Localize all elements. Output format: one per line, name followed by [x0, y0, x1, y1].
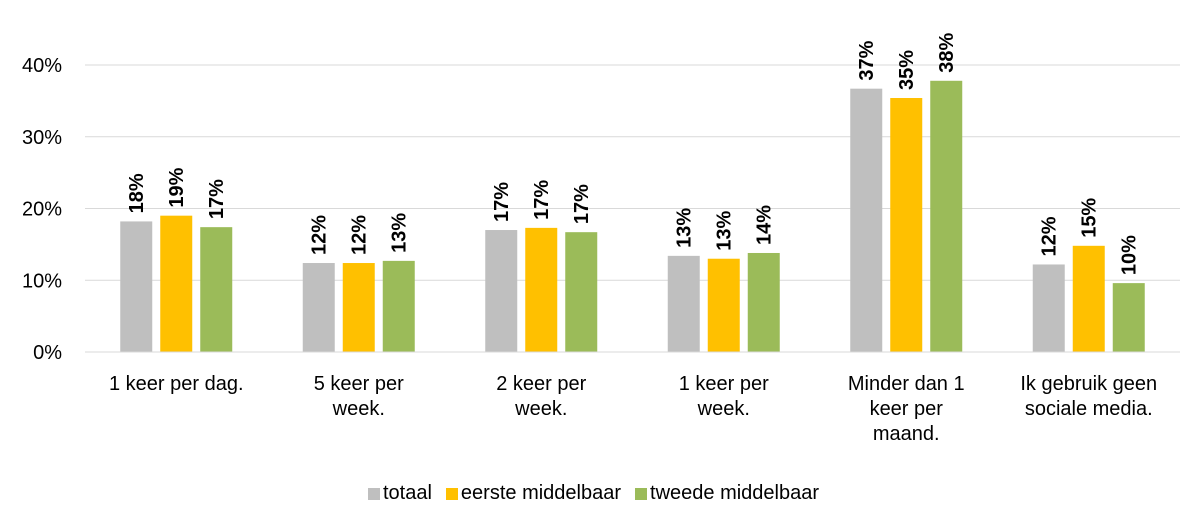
data-label: 17% [491, 182, 513, 222]
y-tick-label: 30% [22, 127, 62, 149]
x-tick-label: 1 keer per week. [678, 373, 769, 420]
legend-label: tweede middelbaar [650, 482, 820, 504]
bar [302, 263, 335, 352]
bar [200, 227, 233, 352]
plot: 0% 10% 20% 30% 40% 18% 19% 17% 12% 12% 13% 17% 17% 17… [22, 33, 1180, 364]
data-label: 35% [896, 50, 918, 90]
data-label: 13% [674, 208, 696, 248]
x-tick-label: Minder dan 1 keer per maand. [847, 373, 965, 445]
bar [382, 260, 415, 352]
bar [1072, 245, 1105, 352]
data-label: 13% [389, 213, 411, 253]
bar [707, 258, 740, 352]
bar [930, 80, 963, 352]
bar [525, 227, 558, 352]
bar [850, 88, 883, 353]
x-tick-label: 5 keer per week. [313, 373, 404, 420]
x-tick-label: 1 keer per dag. [108, 373, 244, 395]
bar [667, 255, 700, 352]
data-label: 38% [936, 33, 958, 73]
data-label: 17% [206, 179, 228, 219]
legend-item: tweede middelbaar [635, 482, 819, 505]
data-label: 13% [714, 210, 736, 250]
y-tick-label: 40% [22, 55, 62, 77]
legend-swatch [635, 487, 648, 500]
y-tick-label: 10% [22, 270, 62, 292]
data-label: 12% [349, 215, 371, 255]
bar [342, 263, 375, 352]
x-tick-label: 2 keer per week. [496, 373, 587, 420]
legend-label: eerste middelbaar [460, 482, 622, 504]
data-label: 10% [1119, 235, 1141, 275]
data-label: 14% [754, 205, 776, 245]
data-label: 12% [1039, 216, 1061, 256]
legend-swatch [445, 487, 458, 500]
data-label: 12% [309, 215, 331, 255]
bar [1032, 264, 1065, 352]
data-label: 19% [166, 167, 188, 207]
bar [565, 232, 598, 352]
data-label: 15% [1079, 198, 1101, 238]
bar [747, 252, 780, 352]
legend-swatch [367, 487, 380, 500]
y-tick-label: 0% [33, 342, 62, 364]
data-label: 17% [571, 184, 593, 224]
data-label: 17% [531, 180, 553, 220]
y-tick-label: 20% [22, 199, 62, 221]
data-label: 37% [856, 40, 878, 80]
bar [120, 221, 153, 352]
legend-label: totaal [382, 482, 432, 504]
data-label: 18% [126, 173, 148, 213]
bar [1112, 283, 1145, 352]
x-tick-label: Ik gebruik geen sociale media. [1020, 373, 1158, 420]
legend-item: totaal [367, 482, 432, 505]
bar [160, 215, 193, 352]
legend-item: eerste middelbaar [445, 482, 622, 505]
legend: totaal eerste middelbaar tweede middelbaar [0, 482, 1187, 505]
bar [890, 98, 923, 352]
bar [485, 230, 518, 352]
